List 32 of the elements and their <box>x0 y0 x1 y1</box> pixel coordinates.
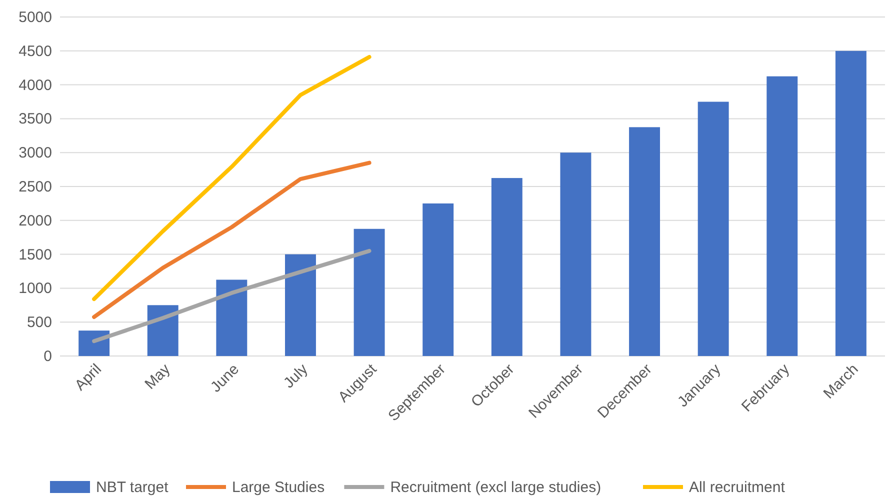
y-tick-label: 1500 <box>18 246 52 264</box>
y-tick-label: 4500 <box>18 42 52 60</box>
y-tick-label: 1000 <box>18 280 52 298</box>
bar <box>560 152 592 356</box>
legend-label: NBT target <box>96 479 170 496</box>
legend-label: All recruitment <box>689 479 786 496</box>
x-tick-label: May <box>142 360 174 393</box>
bar <box>354 228 385 356</box>
bar <box>835 50 866 356</box>
line-series <box>92 160 372 320</box>
y-tick-label: 5000 <box>18 9 52 26</box>
line-series <box>92 248 372 344</box>
line-series <box>92 55 372 302</box>
y-tick-label: 0 <box>44 348 52 365</box>
bar <box>491 178 522 356</box>
x-tick-label: July <box>280 360 312 392</box>
bar <box>147 305 178 356</box>
bar <box>698 102 729 356</box>
y-tick-label: 4000 <box>18 76 52 94</box>
y-tick-label: 2500 <box>18 178 52 196</box>
bar <box>216 280 248 356</box>
bar <box>285 254 316 356</box>
y-tick-label: 3500 <box>18 110 52 128</box>
bar <box>766 76 798 356</box>
legend-label: Large Studies <box>232 479 325 496</box>
bar <box>422 203 454 356</box>
legend-label: Recruitment (excl large studies) <box>390 479 602 496</box>
y-tick-label: 500 <box>26 314 52 332</box>
bar <box>629 127 660 356</box>
y-tick-label: 3000 <box>18 144 52 162</box>
y-tick-label: 2000 <box>18 212 52 230</box>
bar <box>78 330 110 356</box>
